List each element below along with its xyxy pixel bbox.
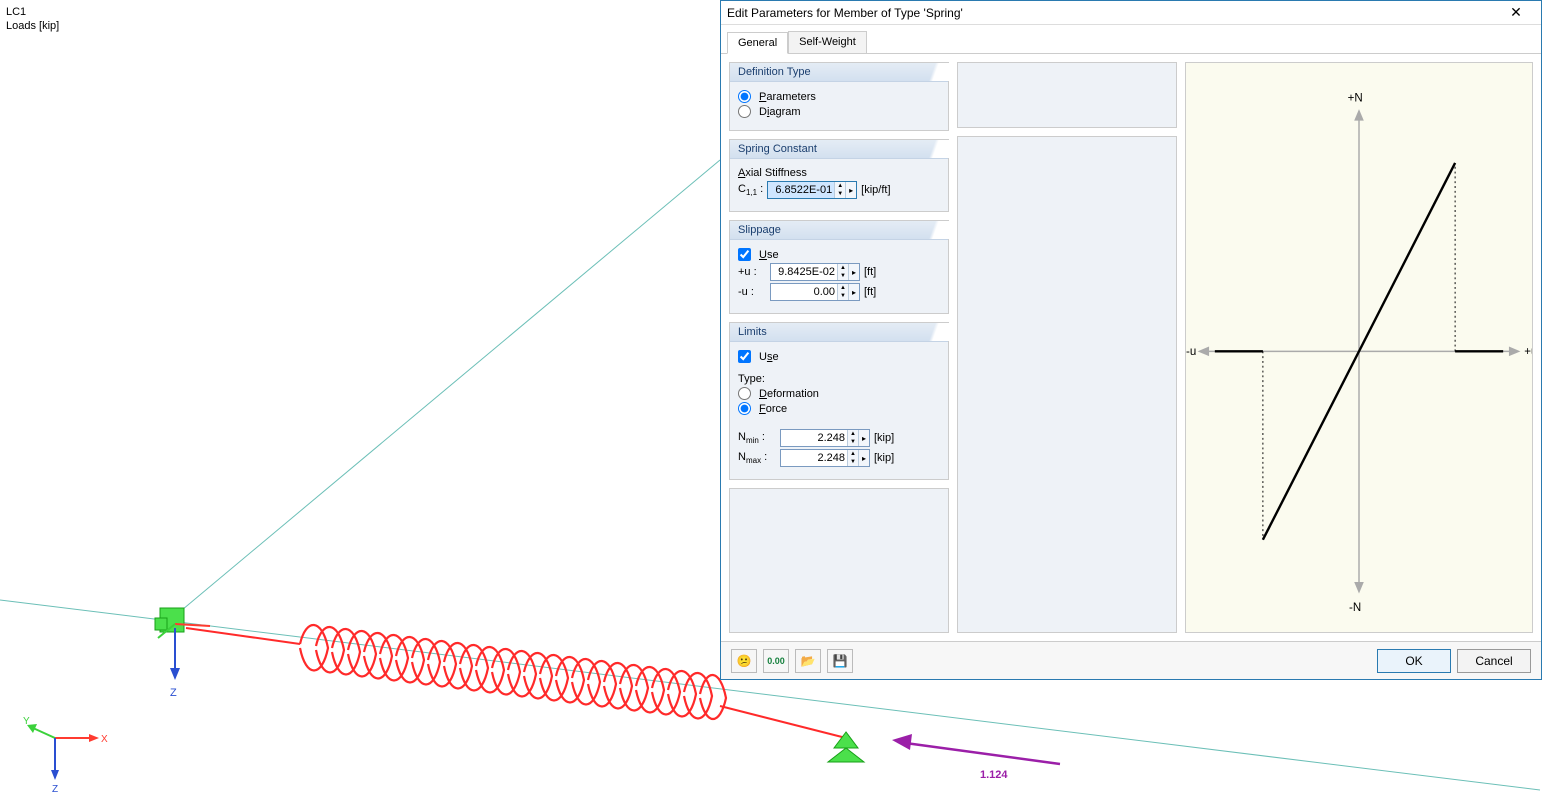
pu-input[interactable]: ▲▼ ▸ [770, 263, 860, 281]
left-placeholder [729, 488, 949, 633]
diagram-preview: +N -N +u -u [1185, 62, 1533, 633]
cancel-button[interactable]: Cancel [1457, 649, 1531, 673]
nmin-field[interactable] [781, 430, 847, 446]
spin-up-icon[interactable]: ▲ [838, 264, 848, 272]
limits-use-checkbox[interactable] [738, 350, 751, 363]
spin-up-icon[interactable]: ▲ [838, 284, 848, 292]
axis-label-mN: -N [1349, 602, 1361, 614]
limits-use-label: Use [759, 351, 779, 363]
tab-self-weight[interactable]: Self-Weight [788, 31, 867, 53]
ok-button[interactable]: OK [1377, 649, 1451, 673]
spin-up-icon[interactable]: ▲ [835, 182, 845, 190]
spin-down-icon[interactable]: ▼ [848, 458, 858, 466]
pu-field[interactable] [771, 264, 837, 280]
dialog-footer: 😕 0.00 📂 💾 OK Cancel [721, 641, 1541, 679]
spin-expand-icon[interactable]: ▸ [848, 264, 859, 280]
radio-deformation-label: Deformation [759, 388, 819, 400]
radio-parameters[interactable] [738, 90, 751, 103]
titlebar[interactable]: Edit Parameters for Member of Type 'Spri… [721, 1, 1541, 25]
spin-expand-icon[interactable]: ▸ [858, 450, 869, 466]
spin-down-icon[interactable]: ▼ [835, 190, 845, 198]
radio-parameters-label: Parameters [759, 91, 816, 103]
svg-text:X: X [101, 734, 108, 745]
spin-expand-icon[interactable]: ▸ [845, 182, 856, 198]
help-icon[interactable]: 😕 [731, 649, 757, 673]
radio-diagram-row[interactable]: Diagram [738, 105, 940, 118]
axis-label-mu: -u [1186, 346, 1196, 358]
limits-type-label: Type: [738, 373, 940, 385]
nmin-unit: [kip] [874, 432, 894, 444]
c11-unit: [kip/ft] [861, 184, 890, 196]
slippage-use-label: Use [759, 249, 779, 261]
nmin-label: Nmin : [738, 431, 776, 445]
close-icon[interactable]: ✕ [1497, 4, 1535, 21]
limits-use-row[interactable]: Use [738, 350, 940, 363]
tab-general[interactable]: General [727, 32, 788, 54]
pu-unit: [ft] [864, 266, 876, 278]
axis-label-pN: +N [1348, 92, 1363, 104]
svg-text:Y: Y [23, 716, 30, 727]
group-header: Definition Type [730, 63, 948, 82]
mid-placeholder-top [957, 62, 1177, 128]
svg-text:Z: Z [52, 784, 58, 795]
mid-placeholder-bottom [957, 136, 1177, 633]
nmax-input[interactable]: ▲▼ ▸ [780, 449, 870, 467]
mu-field[interactable] [771, 284, 837, 300]
nmax-field[interactable] [781, 450, 847, 466]
mu-unit: [ft] [864, 286, 876, 298]
group-header: Spring Constant [730, 140, 948, 159]
tabstrip: General Self-Weight [721, 25, 1541, 54]
nmax-label: Nmax : [738, 451, 776, 465]
group-limits: Limits Use Type: Deformation Force [729, 322, 949, 480]
spin-down-icon[interactable]: ▼ [848, 438, 858, 446]
c11-label: C1,1 : [738, 183, 763, 197]
spin-up-icon[interactable]: ▲ [848, 430, 858, 438]
save-icon[interactable]: 💾 [827, 649, 853, 673]
c11-field[interactable] [768, 182, 834, 198]
spin-down-icon[interactable]: ▼ [838, 272, 848, 280]
radio-diagram-label: Diagram [759, 106, 801, 118]
axial-stiffness-label: Axial Stiffness [738, 167, 940, 179]
mu-label: -u : [738, 286, 766, 298]
radio-deformation-row[interactable]: Deformation [738, 387, 940, 400]
pu-label: +u : [738, 266, 766, 278]
spin-down-icon[interactable]: ▼ [838, 292, 848, 300]
group-spring-constant: Spring Constant Axial Stiffness C1,1 : ▲… [729, 139, 949, 212]
spin-up-icon[interactable]: ▲ [848, 450, 858, 458]
radio-force-row[interactable]: Force [738, 402, 940, 415]
nmax-unit: [kip] [874, 452, 894, 464]
group-header: Limits [730, 323, 948, 342]
slippage-use-row[interactable]: Use [738, 248, 940, 261]
radio-parameters-row[interactable]: Parameters [738, 90, 940, 103]
edit-spring-dialog: Edit Parameters for Member of Type 'Spri… [720, 0, 1542, 680]
group-definition-type: Definition Type Parameters Diagram [729, 62, 949, 131]
group-slippage: Slippage Use +u : ▲▼ ▸ [ft] [729, 220, 949, 314]
axis-label-pu: +u [1524, 346, 1532, 358]
open-icon[interactable]: 📂 [795, 649, 821, 673]
nmin-input[interactable]: ▲▼ ▸ [780, 429, 870, 447]
spin-expand-icon[interactable]: ▸ [848, 284, 859, 300]
dialog-title: Edit Parameters for Member of Type 'Spri… [727, 6, 1497, 20]
radio-deformation[interactable] [738, 387, 751, 400]
slippage-use-checkbox[interactable] [738, 248, 751, 261]
radio-diagram[interactable] [738, 105, 751, 118]
radio-force[interactable] [738, 402, 751, 415]
radio-force-label: Force [759, 403, 787, 415]
mu-input[interactable]: ▲▼ ▸ [770, 283, 860, 301]
c11-input[interactable]: ▲▼ ▸ [767, 181, 857, 199]
svg-text:1.124: 1.124 [980, 769, 1008, 781]
units-icon[interactable]: 0.00 [763, 649, 789, 673]
spin-expand-icon[interactable]: ▸ [858, 430, 869, 446]
group-header: Slippage [730, 221, 948, 240]
svg-text:Z: Z [170, 687, 177, 699]
